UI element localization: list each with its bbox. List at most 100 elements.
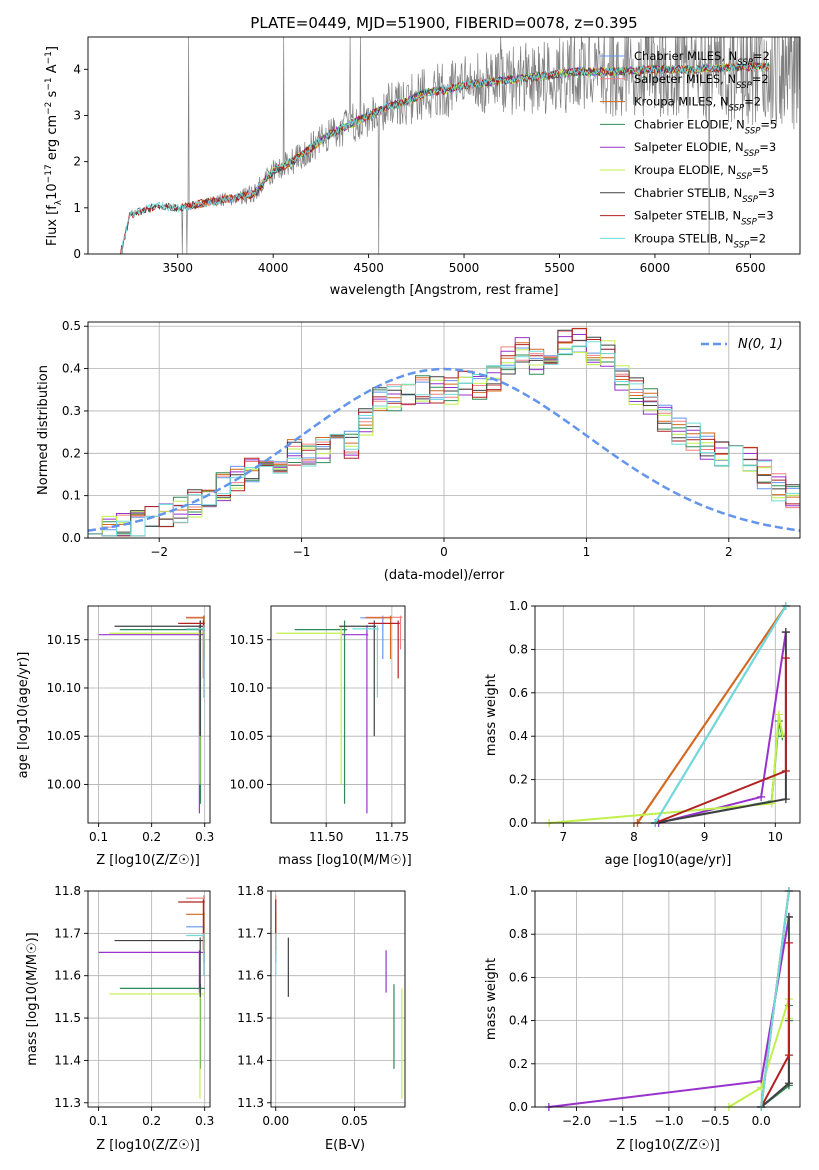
plot-mass-vs-Z: [98, 895, 205, 1099]
y-tick-label: 0.4: [62, 362, 81, 376]
legend-label: Kroupa ELODIE, NSSP=5: [634, 163, 769, 182]
weight-marker: [784, 1051, 793, 1060]
y-axis-label: mass weight: [484, 958, 499, 1040]
x-tick-label: 3500: [162, 261, 193, 275]
x-tick-label: −2: [150, 545, 168, 559]
y-tick-label: 11.7: [54, 926, 81, 940]
axes-mass-vs-EBV: 0.00 0.05 11.3 11.4 11.5 11.6 11.7 11.8: [237, 884, 405, 1128]
y-axis-label-part: −17: [44, 164, 54, 183]
y-tick-label: 10.05: [47, 729, 81, 743]
y-tick-label: 10.05: [230, 729, 264, 743]
x-axis-label: Z [log10(Z/Z☉)]: [616, 1138, 720, 1153]
y-tick-label: 1.0: [509, 884, 528, 898]
x-tick-label: 11.50: [309, 830, 343, 844]
spectrum-plot: [120, 37, 800, 254]
legend-label-suffix: =2: [752, 72, 769, 86]
y-tick-label: 10.15: [47, 633, 81, 647]
x-tick-label: 0.1: [89, 830, 108, 844]
axes-frame: [87, 890, 211, 1108]
y-tick-label: 1: [73, 201, 81, 215]
y-axis-label-part: ]: [45, 46, 60, 51]
y-axis-label-part: s: [45, 90, 60, 101]
legend-label-text: Salpeter ELODIE, N: [634, 140, 744, 154]
axes-frame: [87, 36, 801, 255]
weight-line-4: [658, 631, 787, 824]
axes-weight-vs-age: 7 8 9 10 0.0 0.2 0.4 0.6 0.8 1.0: [509, 599, 800, 844]
residual-plot: [88, 327, 800, 537]
y-tick-label: 11.6: [237, 969, 264, 983]
y-axis-label-part: λ: [54, 199, 64, 205]
weight-line-8: [760, 890, 790, 1108]
plot-mass-vs-EBV: [275, 895, 403, 1099]
axes-mass-vs-Z: 0.1 0.2 0.3 11.3 11.4 11.5 11.6 11.7 11.8: [54, 884, 214, 1128]
legend-label-text: Chabrier ELODIE, N: [634, 117, 745, 131]
x-tick-label: −1: [293, 545, 311, 559]
y-axis-label-part: −1: [44, 77, 54, 90]
x-tick-label: 0.2: [142, 1114, 161, 1128]
legend-label: Chabrier STELIB, NSSP=3: [634, 186, 775, 205]
x-tick-label: 11.75: [375, 830, 409, 844]
y-tick-label: 3: [73, 108, 81, 122]
y-tick-label: 0.0: [509, 816, 528, 830]
legend-label-sub: SSP: [736, 81, 752, 91]
y-tick-label: 2: [73, 155, 81, 169]
legend-label-sub: SSP: [741, 218, 757, 228]
x-tick-label: 8: [630, 830, 638, 844]
x-tick-label: 7: [559, 830, 567, 844]
y-tick-label: 0.2: [509, 773, 528, 787]
x-tick-label: 0.1: [89, 1114, 108, 1128]
legend-label: Salpeter ELODIE, NSSP=3: [634, 140, 776, 159]
x-tick-label: 6000: [640, 261, 671, 275]
y-axis-label-part: A: [45, 64, 60, 77]
legend-label-suffix: =2: [744, 95, 761, 109]
y-tick-label: 0.2: [509, 1057, 528, 1071]
x-tick-label: 6500: [735, 261, 766, 275]
legend-label-suffix: =3: [757, 209, 774, 223]
y-tick-label: 0.0: [62, 531, 81, 545]
x-tick-label: 5000: [449, 261, 480, 275]
y-tick-label: 11.8: [237, 884, 264, 898]
plot-age-vs-Z: [98, 615, 205, 814]
y-tick-label: 1.0: [509, 599, 528, 613]
legend-label-text: Kroupa STELIB, N: [634, 231, 734, 245]
y-tick-label: 10.00: [47, 777, 81, 791]
y-tick-label: 11.4: [237, 1053, 264, 1067]
x-tick-label: 0.00: [262, 1114, 289, 1128]
y-axis-label: mass [log10(M/M☉)]: [25, 932, 40, 1065]
x-tick-label: −0.5: [700, 1114, 729, 1128]
y-tick-label: 10.00: [230, 777, 264, 791]
legend-label-text: Salpeter MILES, N: [634, 72, 736, 86]
legend-label: Chabrier ELODIE, NSSP=5: [634, 117, 777, 136]
x-tick-label: 0: [440, 545, 448, 559]
y-axis-label: Normed distribution: [36, 365, 51, 495]
legend-label-sub: SSP: [745, 126, 761, 136]
legend-label-text: Salpeter STELIB, N: [634, 209, 741, 223]
y-axis-label-part: −1: [44, 51, 54, 64]
x-axis-label: wavelength [Angstrom, rest frame]: [330, 283, 559, 298]
legend-label-suffix: =3: [759, 140, 776, 154]
y-tick-label: 0.1: [62, 489, 81, 503]
legend-label: Chabrier MILES, NSSP=2: [634, 49, 770, 68]
x-tick-label: 0.3: [195, 830, 214, 844]
histogram-3: [88, 345, 800, 535]
y-tick-label: 0.4: [509, 1014, 528, 1028]
plot-age-vs-mass: [276, 615, 403, 814]
y-axis-label-part: erg cm: [45, 115, 60, 164]
y-tick-label: 0.0: [509, 1100, 528, 1114]
legend-label: Kroupa STELIB, NSSP=2: [634, 231, 766, 250]
axes-age-vs-mass: 11.50 11.75 10.00 10.05 10.10 10.15: [230, 606, 409, 844]
weight-marker: [774, 710, 783, 719]
legend-label-sub: SSP: [729, 104, 745, 114]
axes-residuals: −2 −1 0 1 2 0.0 0.1 0.2 0.3 0.4 0.5: [62, 319, 800, 559]
weight-marker: [784, 1079, 793, 1088]
y-tick-label: 0.8: [509, 642, 528, 656]
x-tick-label: 4500: [353, 261, 384, 275]
y-axis-label: Flux [fλ10−17 erg cm−2 s−1 A−1]: [44, 46, 64, 246]
histogram-4: [88, 334, 800, 535]
legend-label-suffix: =5: [760, 117, 777, 131]
weight-marker: [784, 938, 793, 947]
legend-label-text: Kroupa ELODIE, N: [634, 163, 736, 177]
observed-spectrum: [120, 37, 800, 254]
